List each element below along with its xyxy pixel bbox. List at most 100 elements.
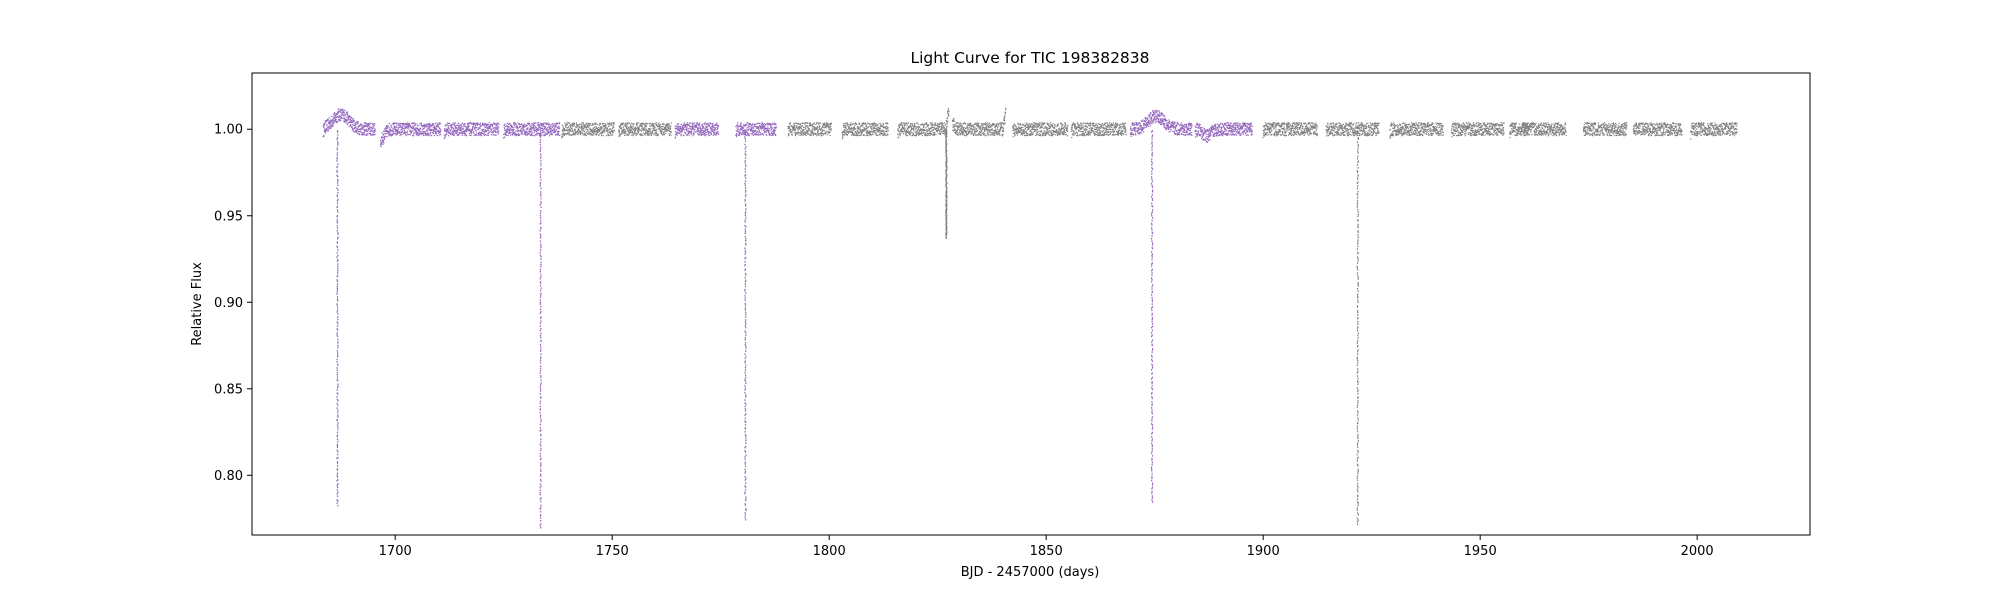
flux-point [846, 131, 848, 133]
flux-point [757, 126, 760, 128]
flux-point [1200, 129, 1203, 131]
flux-point [1159, 121, 1161, 124]
flux-point [1195, 126, 1198, 128]
transit-point [1151, 216, 1154, 219]
flux-point [396, 130, 398, 132]
flux-point [600, 127, 602, 129]
transit-point [540, 289, 542, 292]
flux-point [395, 130, 397, 133]
flux-point [770, 126, 772, 128]
transit-point [540, 210, 542, 212]
flux-point [452, 134, 455, 136]
flux-point [344, 118, 347, 121]
flux-point [426, 129, 428, 131]
flux-point [743, 126, 745, 128]
flux-point [626, 133, 628, 135]
flux-point [594, 130, 597, 132]
flux-point [435, 128, 438, 131]
transit-point [336, 355, 339, 358]
flux-point [1137, 127, 1139, 129]
flux-point [1228, 131, 1230, 133]
transit-point [745, 482, 747, 484]
flux-point [437, 129, 440, 132]
flux-point [1153, 111, 1155, 113]
flux-point [1206, 135, 1208, 138]
transit-point [1151, 455, 1154, 457]
flux-point [396, 122, 398, 124]
transit-point [1151, 329, 1154, 332]
transit-point [336, 449, 338, 452]
transit-point [336, 148, 338, 151]
flux-point [852, 133, 854, 135]
flux-point [511, 131, 514, 133]
flux-point [387, 130, 389, 132]
transit-point [540, 167, 542, 170]
flux-point [741, 134, 743, 136]
transit-point [1151, 189, 1154, 192]
flux-point [653, 123, 655, 125]
flux-point [632, 128, 634, 130]
flux-point [850, 125, 852, 127]
flux-point [1143, 124, 1145, 126]
flux-point [489, 125, 491, 127]
transit-point [745, 376, 747, 379]
flux-point [566, 127, 568, 129]
flux-point [772, 130, 774, 133]
flux-point [759, 125, 761, 127]
flux-point [1145, 123, 1148, 125]
flux-point [628, 122, 631, 124]
flux-point [513, 132, 515, 135]
flux-point [504, 123, 506, 125]
transit-point [540, 265, 542, 268]
flux-point [518, 123, 520, 125]
transit-point [1151, 320, 1153, 323]
transit-point [539, 325, 541, 327]
flux-point [474, 123, 476, 125]
flux-point [695, 126, 698, 128]
flux-point [747, 125, 750, 127]
flux-point [1250, 123, 1252, 125]
flux-point [493, 130, 495, 132]
flux-point [707, 124, 709, 126]
flux-point [507, 129, 509, 132]
flux-point [1240, 127, 1243, 129]
flux-point [799, 126, 801, 128]
flux-point [1142, 122, 1145, 125]
transit-point [337, 385, 339, 388]
flux-point [696, 124, 698, 127]
flux-point [421, 133, 423, 135]
flux-point [817, 128, 819, 131]
transit-point [337, 316, 339, 319]
flux-point [436, 124, 438, 127]
flux-point [365, 128, 368, 130]
flux-point [352, 121, 354, 123]
flux-point [590, 132, 592, 134]
transit-point [539, 489, 541, 492]
flux-point [1162, 120, 1164, 122]
flux-point [463, 130, 466, 132]
flux-point [439, 130, 441, 132]
flux-point [381, 141, 383, 143]
transit-point [337, 184, 339, 186]
flux-point [339, 114, 341, 116]
transit-point [745, 243, 747, 246]
flux-point [668, 125, 670, 128]
flux-point [429, 122, 431, 125]
flux-point [1245, 128, 1247, 130]
flux-point [1205, 137, 1207, 139]
flux-point [1185, 134, 1187, 136]
flux-point [750, 129, 753, 131]
flux-point [1217, 123, 1219, 125]
flux-point [332, 118, 334, 120]
flux-point [399, 126, 402, 128]
transit-point [744, 353, 746, 355]
flux-point [1240, 134, 1242, 136]
transit-point [539, 312, 541, 315]
flux-point [624, 129, 626, 131]
flux-point [827, 123, 829, 125]
flux-point [1198, 126, 1200, 128]
flux-point [341, 109, 343, 112]
flux-point [1178, 131, 1180, 134]
flux-point [1210, 134, 1212, 137]
flux-point [1166, 119, 1168, 122]
